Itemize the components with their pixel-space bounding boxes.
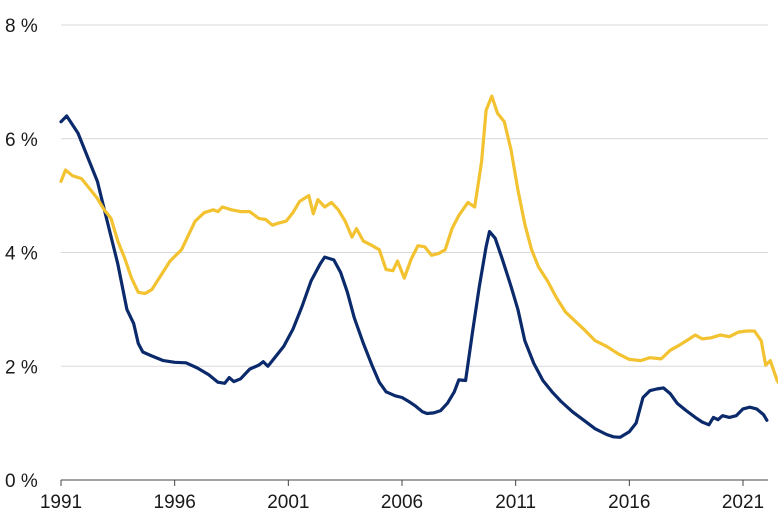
y-tick-label: 8 % [5,16,38,37]
series-line-2 [59,94,778,385]
x-axis [60,479,768,486]
x-tick-label: 1991 [40,492,82,513]
y-axis-tick-labels: 0 % 2 % 4 % 6 % 8 % [5,16,38,492]
y-tick-label: 2 % [5,357,38,378]
x-tick-label: 2006 [381,492,423,513]
x-tick-label: 2016 [608,492,650,513]
y-tick-label: 0 % [5,471,38,492]
x-tick-label: 1996 [154,492,196,513]
series-lines [59,94,778,439]
x-tick-label: 2021 [722,492,764,513]
x-axis-tick-labels: 1991 1996 2001 2006 2011 2016 2021 [40,492,764,513]
y-tick-label: 6 % [5,130,38,151]
x-tick-label: 2001 [267,492,309,513]
x-tick-label: 2011 [495,492,536,513]
y-tick-label: 4 % [5,244,38,265]
gridlines [61,24,768,367]
series-line-1 [59,114,769,439]
